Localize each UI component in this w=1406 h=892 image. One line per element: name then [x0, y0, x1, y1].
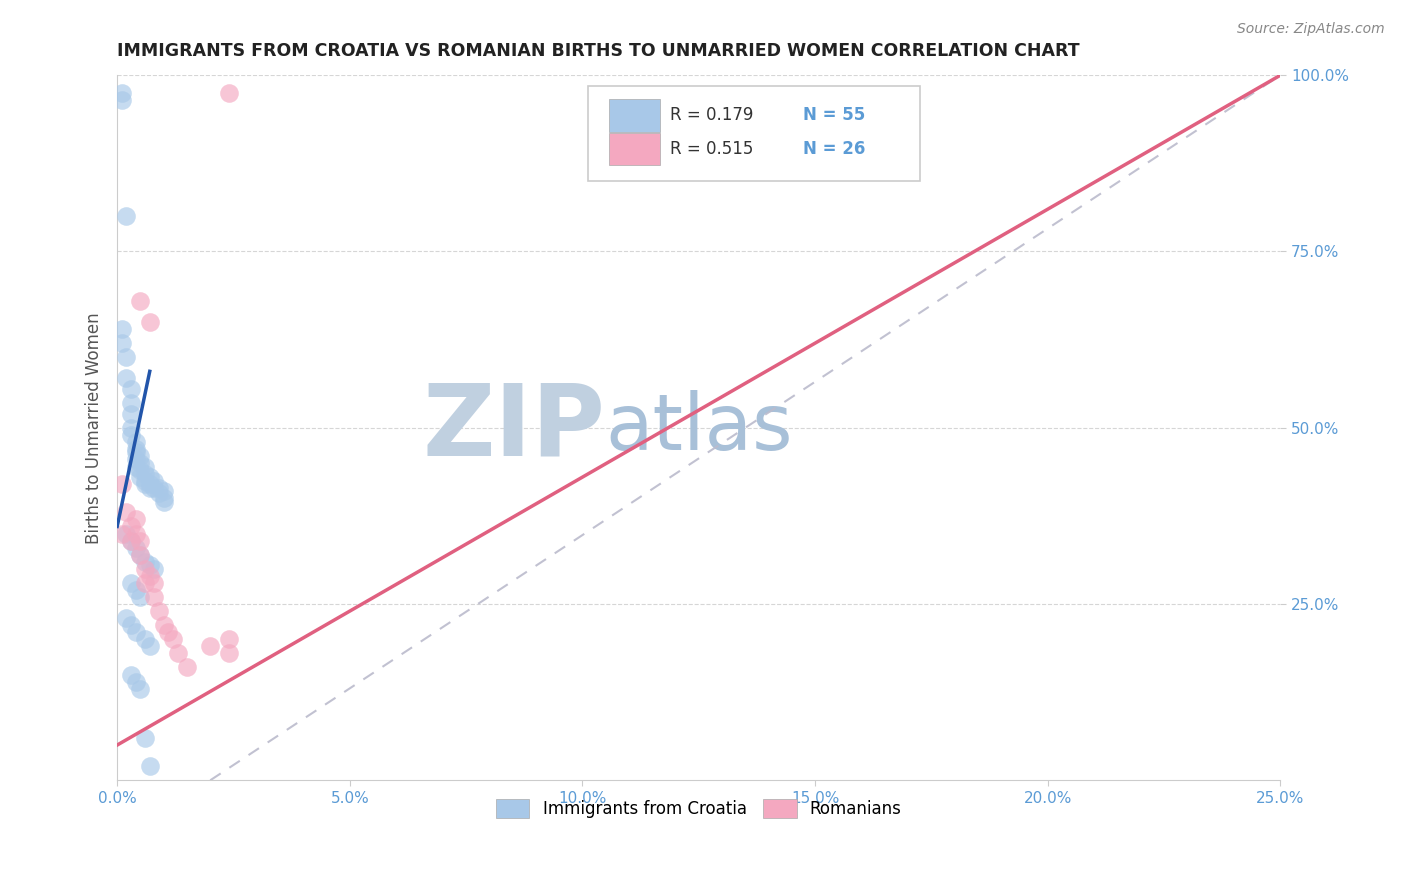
Point: [111, 86, 134, 100]
Point: [120, 519, 142, 533]
Text: atlas: atlas: [606, 390, 793, 466]
Text: Source: ZipAtlas.com: Source: ZipAtlas.com: [1237, 22, 1385, 37]
Point: [111, 477, 134, 491]
Y-axis label: Births to Unmarried Women: Births to Unmarried Women: [86, 312, 103, 543]
Point: [129, 681, 152, 696]
Point: [115, 371, 138, 385]
Point: [111, 93, 134, 107]
Point: [115, 526, 138, 541]
Point: [125, 452, 148, 467]
Point: [162, 632, 184, 647]
Point: [120, 396, 142, 410]
Point: [143, 474, 166, 488]
Point: [115, 350, 138, 364]
Point: [129, 548, 152, 562]
Point: [134, 459, 156, 474]
Point: [139, 470, 162, 484]
Text: ZIP: ZIP: [423, 379, 606, 476]
Point: [139, 481, 162, 495]
Point: [125, 582, 148, 597]
Point: [125, 434, 148, 449]
Point: [125, 526, 148, 541]
Point: [129, 449, 152, 463]
Point: [129, 533, 152, 548]
Point: [120, 667, 142, 681]
Point: [139, 558, 162, 573]
Text: N = 26: N = 26: [803, 140, 866, 158]
Point: [218, 632, 240, 647]
Point: [134, 575, 156, 590]
Point: [111, 322, 134, 336]
Point: [152, 618, 174, 632]
Point: [129, 293, 152, 308]
Point: [120, 575, 142, 590]
Point: [148, 485, 170, 500]
Point: [166, 646, 188, 660]
Text: IMMIGRANTS FROM CROATIA VS ROMANIAN BIRTHS TO UNMARRIED WOMEN CORRELATION CHART: IMMIGRANTS FROM CROATIA VS ROMANIAN BIRT…: [117, 42, 1080, 60]
Point: [157, 625, 180, 640]
Point: [111, 526, 134, 541]
Point: [134, 562, 156, 576]
Point: [120, 421, 142, 435]
Point: [115, 611, 138, 625]
Point: [200, 640, 222, 654]
Point: [134, 632, 156, 647]
Point: [139, 477, 162, 491]
Point: [139, 640, 162, 654]
Point: [218, 646, 240, 660]
Text: R = 0.179: R = 0.179: [669, 106, 754, 124]
Point: [134, 467, 156, 481]
Point: [139, 569, 162, 583]
Point: [129, 463, 152, 477]
Point: [176, 660, 198, 674]
FancyBboxPatch shape: [609, 99, 661, 132]
Point: [120, 533, 142, 548]
Legend: Immigrants from Croatia, Romanians: Immigrants from Croatia, Romanians: [489, 792, 908, 825]
Point: [143, 575, 166, 590]
Point: [134, 477, 156, 491]
Point: [120, 427, 142, 442]
Point: [143, 481, 166, 495]
Point: [129, 548, 152, 562]
Point: [134, 474, 156, 488]
Point: [129, 590, 152, 604]
Point: [139, 315, 162, 329]
Point: [152, 491, 174, 506]
Point: [125, 445, 148, 459]
Point: [218, 86, 240, 100]
Point: [125, 442, 148, 456]
Point: [148, 481, 170, 495]
Point: [120, 407, 142, 421]
Point: [125, 512, 148, 526]
Text: R = 0.515: R = 0.515: [669, 140, 754, 158]
Point: [143, 562, 166, 576]
Point: [125, 674, 148, 689]
Point: [134, 555, 156, 569]
Point: [148, 604, 170, 618]
Point: [134, 731, 156, 745]
FancyBboxPatch shape: [588, 86, 920, 181]
Point: [115, 505, 138, 519]
Point: [125, 541, 148, 555]
Point: [120, 618, 142, 632]
Point: [120, 533, 142, 548]
Text: N = 55: N = 55: [803, 106, 866, 124]
Point: [120, 382, 142, 396]
Point: [152, 495, 174, 509]
Point: [125, 459, 148, 474]
Point: [129, 470, 152, 484]
Point: [152, 484, 174, 499]
Point: [125, 625, 148, 640]
FancyBboxPatch shape: [609, 133, 661, 165]
Point: [129, 456, 152, 470]
Point: [139, 759, 162, 773]
Point: [111, 336, 134, 351]
Point: [143, 590, 166, 604]
Point: [115, 209, 138, 223]
